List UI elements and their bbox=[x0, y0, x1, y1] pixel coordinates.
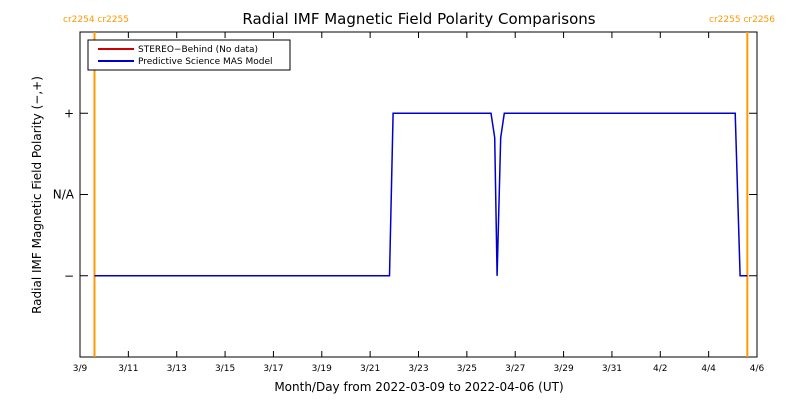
legend-entry: Predictive Science MAS Model bbox=[138, 57, 273, 67]
x-tick-label: 3/11 bbox=[118, 364, 138, 374]
x-tick-label: 3/9 bbox=[73, 364, 88, 374]
y-tick-label: − bbox=[64, 269, 74, 283]
chart-title: Radial IMF Magnetic Field Polarity Compa… bbox=[242, 10, 595, 28]
x-tick-label: 3/15 bbox=[215, 364, 235, 374]
series-line bbox=[94, 112, 748, 277]
y-axis-label: Radial IMF Magnetic Field Polarity (−,+) bbox=[30, 76, 44, 314]
x-tick-label: 3/25 bbox=[457, 364, 477, 374]
x-tick-label: 3/29 bbox=[553, 364, 573, 374]
x-axis: 3/9 3/11 3/13 3/15 3/17 3/19 3/21 3/23 3/25 3/27 3… bbox=[73, 32, 765, 374]
x-tick-label: 3/23 bbox=[408, 364, 428, 374]
x-tick-label: 3/21 bbox=[360, 364, 380, 374]
legend-box bbox=[87, 39, 291, 71]
legend: STEREO−Behind (No data) Predictive Scienc… bbox=[87, 39, 291, 71]
y-tick-label: + bbox=[64, 106, 74, 120]
x-tick-label: 3/17 bbox=[263, 364, 283, 374]
x-tick-label: 3/13 bbox=[167, 364, 187, 374]
x-tick-label: 3/27 bbox=[505, 364, 525, 374]
x-tick-label: 3/19 bbox=[312, 364, 332, 374]
plot-area-border bbox=[79, 31, 758, 358]
carrington-label: cr2254 cr2255 bbox=[63, 15, 129, 25]
x-tick-label: 4/6 bbox=[750, 364, 765, 374]
plot-frame bbox=[79, 31, 758, 358]
x-axis-label: Month/Day from 2022-03-09 to 2022-04-06 … bbox=[274, 380, 563, 394]
y-axis: − N/A + bbox=[53, 106, 757, 283]
x-tick-label: 4/4 bbox=[701, 364, 716, 374]
y-tick-label: N/A bbox=[53, 188, 75, 202]
x-tick-label: 4/2 bbox=[653, 364, 667, 374]
carrington-markers: cr2254 cr2255 cr2255 cr2256 bbox=[63, 15, 775, 357]
x-tick-label: 3/31 bbox=[602, 364, 622, 374]
carrington-label: cr2255 cr2256 bbox=[709, 15, 775, 25]
legend-entry: STEREO−Behind (No data) bbox=[138, 45, 258, 55]
series-lines bbox=[94, 112, 748, 277]
